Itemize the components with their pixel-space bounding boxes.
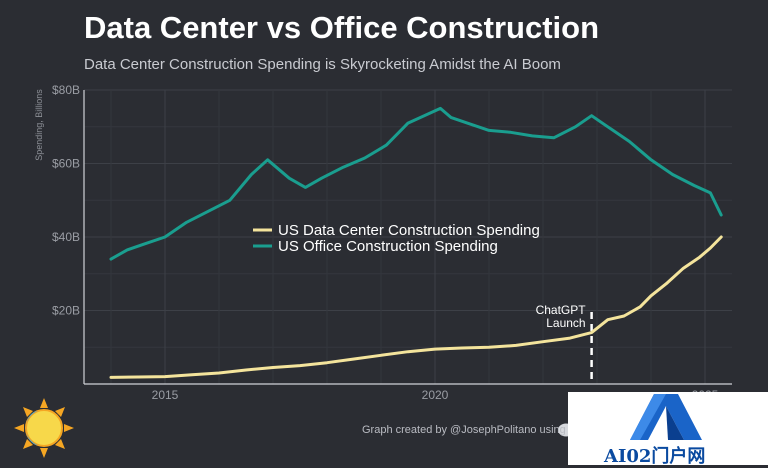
credit-text: Graph created by @JosephPolitano using xyxy=(362,424,566,436)
legend-label: US Data Center Construction Spending xyxy=(278,222,540,239)
y-axis-label: Spending, Billions xyxy=(34,89,44,161)
y-tick-label: $60B xyxy=(52,157,80,171)
axes xyxy=(83,90,732,385)
annotation-label: Launch xyxy=(546,316,585,330)
watermark-text: AI02门户网 xyxy=(604,446,706,467)
legend-label: US Office Construction Spending xyxy=(278,238,498,255)
y-tick-labels: $20B $40B $60B $80B xyxy=(52,83,80,318)
sun-logo-icon xyxy=(14,398,74,458)
annotation-label: ChatGPT xyxy=(536,303,587,317)
y-tick-label: $20B xyxy=(52,304,80,318)
series-lines xyxy=(109,106,723,379)
watermark: AI02门户网 xyxy=(568,392,768,467)
chart-subtitle: Data Center Construction Spending is Sky… xyxy=(84,56,561,73)
y-tick-label: $80B xyxy=(52,83,80,97)
series-line-office xyxy=(109,106,723,261)
x-tick-label: 2015 xyxy=(152,388,179,402)
x-tick-label: 2020 xyxy=(422,388,449,402)
y-tick-label: $40B xyxy=(52,230,80,244)
chart-title: Data Center vs Office Construction xyxy=(84,10,600,45)
grid xyxy=(84,89,732,384)
watermark-logo-icon xyxy=(630,394,702,440)
series-line-data-center xyxy=(109,235,723,379)
